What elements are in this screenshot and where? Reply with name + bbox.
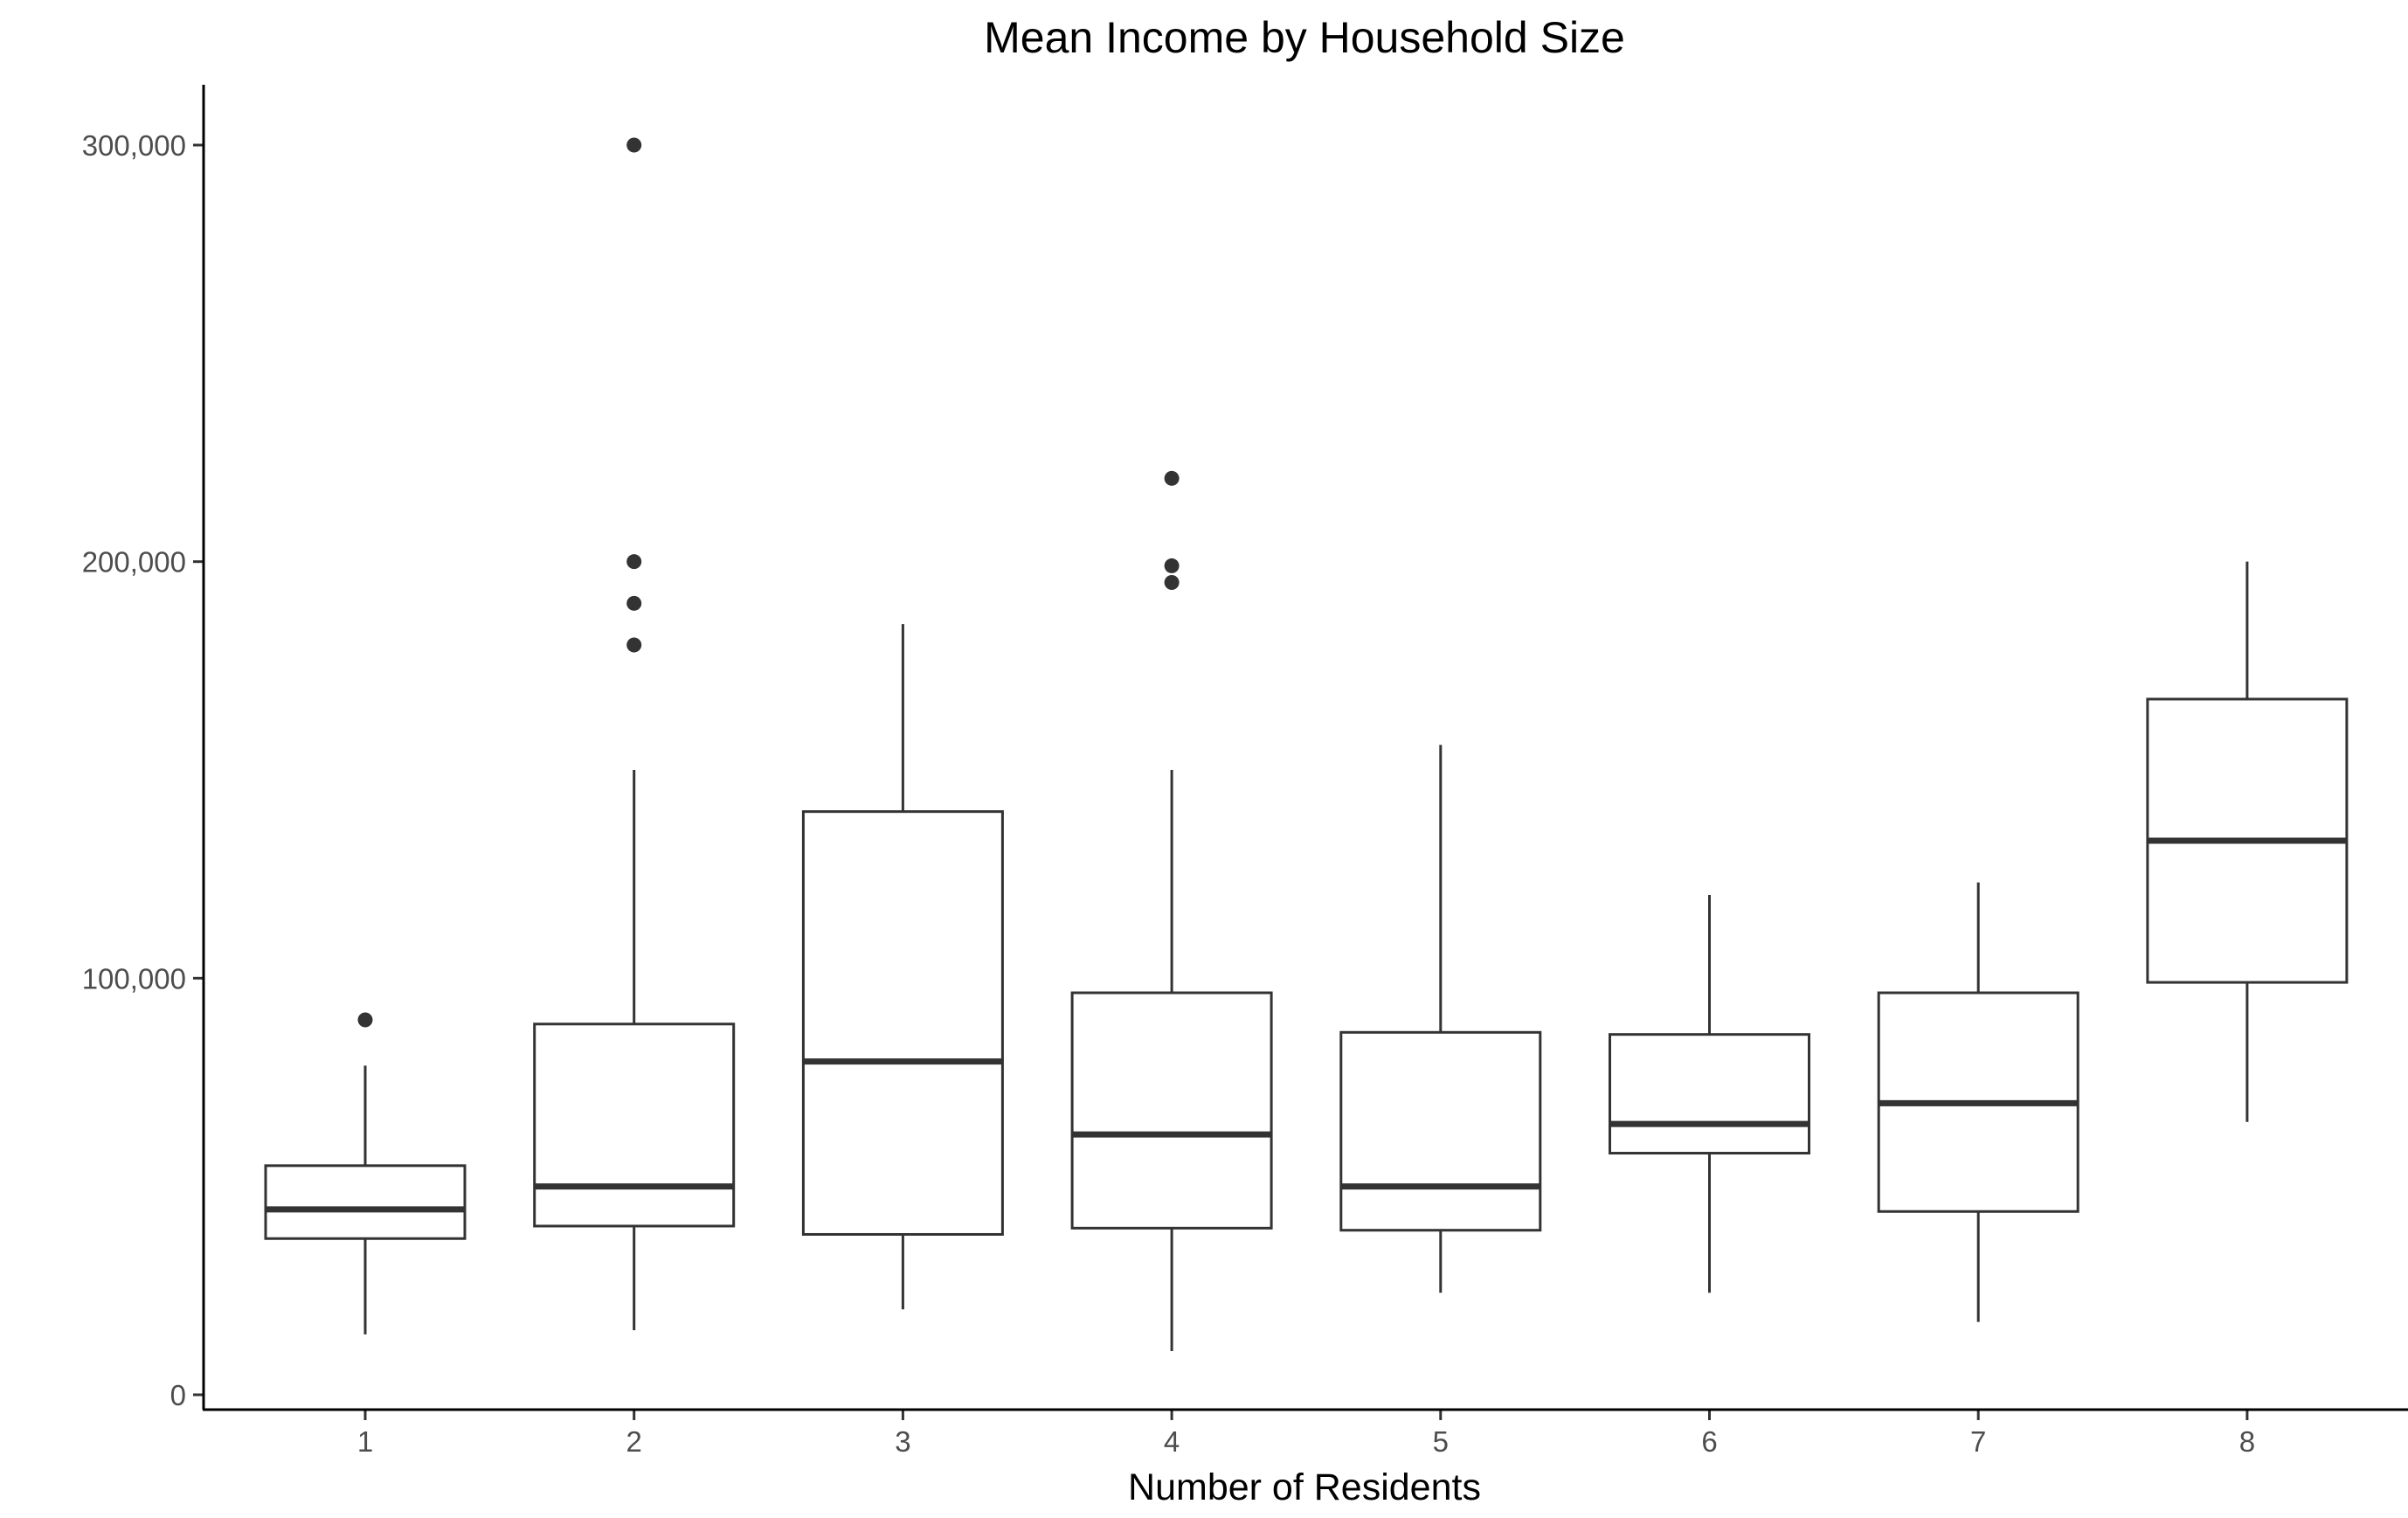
x-tick-label: 5 — [1433, 1425, 1449, 1458]
x-tick-label: 8 — [2239, 1425, 2255, 1458]
iqr-box — [1609, 1033, 1810, 1155]
y-tick-label: 200,000 — [82, 546, 186, 579]
outlier-point — [1164, 470, 1180, 486]
iqr-box — [1070, 991, 1273, 1230]
box-4 — [1070, 470, 1273, 1351]
outlier-point — [626, 137, 642, 153]
chart-title: Mean Income by Household Size — [984, 13, 1625, 62]
x-tick-label: 7 — [1970, 1425, 1986, 1458]
outlier-point — [626, 637, 642, 653]
iqr-box — [533, 1022, 736, 1228]
y-axis-ticks: 0 100,000 200,000 300,000 — [82, 129, 204, 1411]
box-5 — [1339, 745, 1542, 1293]
box-3 — [801, 624, 1004, 1310]
x-axis-label: Number of Residents — [1128, 1466, 1481, 1508]
box-6 — [1609, 895, 1810, 1293]
y-tick-label: 0 — [170, 1379, 186, 1411]
x-tick-label: 2 — [626, 1425, 642, 1458]
outlier-point — [1164, 575, 1180, 590]
box-7 — [1877, 882, 2079, 1322]
box-1 — [264, 1012, 467, 1334]
outlier-point — [626, 595, 642, 611]
box-8 — [2146, 561, 2349, 1122]
y-tick-label: 300,000 — [82, 129, 186, 162]
outlier-point — [357, 1012, 373, 1028]
outlier-point — [626, 554, 642, 570]
iqr-box — [264, 1164, 467, 1240]
outlier-point — [1164, 558, 1180, 573]
x-tick-label: 1 — [357, 1425, 373, 1458]
x-tick-label: 4 — [1164, 1425, 1180, 1458]
iqr-box — [1339, 1030, 1542, 1232]
x-tick-label: 3 — [895, 1425, 910, 1458]
iqr-box — [801, 810, 1004, 1236]
x-tick-label: 6 — [1701, 1425, 1717, 1458]
x-axis-ticks: 1 2 3 4 5 6 7 8 — [357, 1410, 2255, 1458]
box-2 — [533, 137, 736, 1331]
box-series — [264, 137, 2349, 1351]
y-tick-label: 100,000 — [82, 962, 186, 995]
